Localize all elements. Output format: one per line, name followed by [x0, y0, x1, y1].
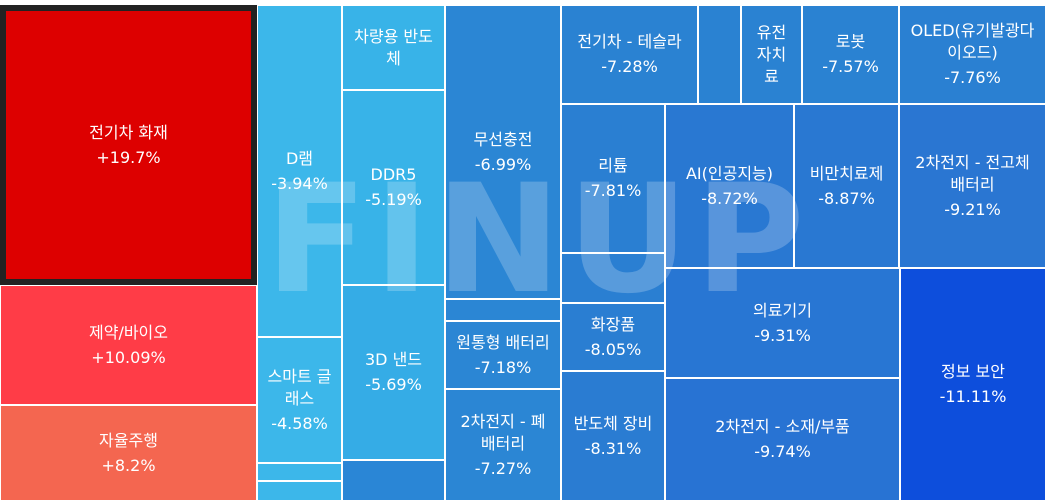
tile-label: 2차전지 - 폐 배터리: [460, 411, 546, 453]
treemap-tile-wireless-charge[interactable]: 무선충전 -6.99%: [445, 5, 561, 299]
treemap-tile-ev-tesla[interactable]: 전기차 - 테슬라 -7.28%: [561, 5, 698, 104]
treemap-tile-3d-nand[interactable]: 3D 낸드 -5.69%: [342, 285, 445, 460]
tile-label: 차량용 반도 체: [354, 26, 433, 68]
tile-label: 2차전지 - 전고체 배터리: [915, 152, 1030, 194]
treemap-tile-robot[interactable]: 로봇 -7.57%: [802, 5, 899, 104]
treemap-tile-oled[interactable]: OLED(유기발광다 이오드) -7.76%: [899, 5, 1046, 104]
tile-label: 리튬: [598, 156, 628, 175]
tile-label: DDR5: [370, 165, 417, 184]
treemap-tile-dram[interactable]: D램 -3.94%: [257, 5, 342, 337]
tile-change-value: -7.28%: [601, 57, 658, 76]
tile-change-value: -5.69%: [365, 375, 422, 394]
treemap-tile-misc-f[interactable]: [561, 253, 665, 303]
tile-change-value: -8.87%: [818, 188, 875, 208]
tile-label: 스마트 글 래스: [267, 366, 332, 408]
tile-label: 의료기기: [753, 300, 812, 320]
treemap-tile-misc-a[interactable]: [257, 463, 342, 481]
tile-label: 2차전지 - 소재/부품: [715, 417, 850, 436]
tile-change-value: -8.72%: [701, 188, 758, 208]
tile-change-value: -9.21%: [944, 199, 1001, 219]
treemap-tile-smart-glass[interactable]: 스마트 글 래스 -4.58%: [257, 337, 342, 463]
treemap-tile-battery-materials[interactable]: 2차전지 - 소재/부품 -9.74%: [665, 378, 900, 501]
tile-change-value: -7.81%: [584, 181, 642, 200]
tile-change-value: -7.27%: [474, 458, 532, 478]
tile-label: 정보 보안: [941, 362, 1005, 381]
treemap-tile-cyl-battery[interactable]: 원통형 배터리 -7.18%: [445, 321, 561, 389]
tile-label: 유전 자치 료: [756, 22, 787, 86]
tile-change-value: -9.74%: [754, 442, 811, 461]
treemap-tile-autonomous[interactable]: 자율주행 +8.2%: [0, 405, 257, 501]
tile-change-value: +8.2%: [101, 455, 156, 475]
tile-change-value: -8.05%: [584, 339, 642, 359]
treemap-tile-info-security[interactable]: 정보 보안 -11.11%: [900, 268, 1046, 501]
treemap-tile-ddr5[interactable]: DDR5 -5.19%: [342, 90, 445, 285]
treemap-tile-auto-semi[interactable]: 차량용 반도 체: [342, 5, 445, 90]
tile-label: 전기차 - 테슬라: [577, 32, 682, 51]
treemap-tile-pharma-bio[interactable]: 제약/바이오 +10.09%: [0, 285, 257, 405]
tile-change-value: -4.58%: [271, 413, 328, 433]
tile-change-value: -8.31%: [584, 438, 642, 458]
tile-change-value: -3.94%: [271, 173, 328, 193]
tile-change-value: -7.57%: [822, 57, 879, 76]
treemap-tile-ai[interactable]: AI(인공지능) -8.72%: [665, 104, 794, 268]
tile-label: D램: [285, 148, 314, 168]
tile-label: 무선충전: [473, 129, 533, 149]
tile-change-value: -5.19%: [365, 190, 422, 209]
tile-change-value: -6.99%: [474, 154, 532, 174]
tile-label: OLED(유기발광다 이오드): [910, 21, 1035, 62]
tile-label: 전기차 화재: [89, 122, 168, 142]
tile-label: 비만치료제: [809, 163, 884, 183]
treemap-tile-medical-device[interactable]: 의료기기 -9.31%: [665, 268, 900, 378]
treemap-tile-misc-b[interactable]: [257, 481, 342, 501]
treemap-tile-cosmetics[interactable]: 화장품 -8.05%: [561, 303, 665, 371]
treemap-tile-lithium[interactable]: 리튬 -7.81%: [561, 104, 665, 253]
tile-change-value: -11.11%: [939, 387, 1007, 406]
tile-label: 자율주행: [99, 430, 158, 450]
treemap-tile-gene-therapy[interactable]: 유전 자치 료: [741, 5, 802, 104]
tile-label: AI(인공지능): [685, 163, 774, 183]
treemap-tile-solid-battery[interactable]: 2차전지 - 전고체 배터리 -9.21%: [899, 104, 1046, 268]
tile-change-value: +10.09%: [91, 347, 166, 367]
tile-change-value: -7.18%: [474, 357, 532, 377]
tile-label: 제약/바이오: [89, 322, 168, 342]
treemap-tile-misc-d[interactable]: [445, 299, 561, 321]
treemap-tile-misc-e[interactable]: [698, 5, 741, 104]
tile-label: 3D 낸드: [364, 350, 423, 369]
treemap-tile-misc-c[interactable]: [342, 460, 445, 501]
treemap-tile-ev-fire[interactable]: 전기차 화재 +19.7%: [0, 5, 257, 285]
tile-label: 화장품: [590, 314, 636, 334]
tile-change-value: -9.31%: [754, 325, 811, 345]
tile-change-value: -7.76%: [944, 68, 1001, 87]
treemap-tile-battery-recycle[interactable]: 2차전지 - 폐 배터리 -7.27%: [445, 389, 561, 501]
treemap-tile-obesity[interactable]: 비만치료제 -8.87%: [794, 104, 899, 268]
treemap-tile-semi-equip[interactable]: 반도체 장비 -8.31%: [561, 371, 665, 501]
tile-label: 로봇: [835, 32, 866, 51]
tile-label: 반도체 장비: [573, 413, 653, 433]
tile-change-value: +19.7%: [96, 147, 161, 167]
tile-label: 원통형 배터리: [456, 332, 550, 352]
